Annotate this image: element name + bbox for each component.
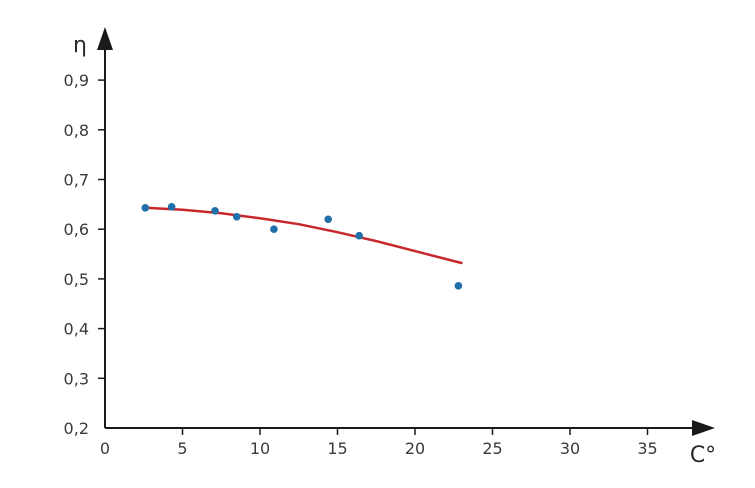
x-axis-label: C° xyxy=(690,443,716,468)
y-tick-label: 0,9 xyxy=(64,71,89,90)
data-point xyxy=(355,231,364,240)
y-tick-label: 0,6 xyxy=(64,220,89,239)
y-axis-arrow xyxy=(97,27,113,50)
y-ticks: 0,2 0,3 0,4 0,5 0,6 0,7 0,8 0,9 xyxy=(64,71,105,438)
x-tick-label: 10 xyxy=(250,439,270,458)
data-point xyxy=(232,212,241,221)
y-tick-label: 0,7 xyxy=(64,171,89,190)
data-point xyxy=(324,215,333,224)
plot-area xyxy=(141,203,463,290)
x-tick-label: 0 xyxy=(100,439,110,458)
data-point xyxy=(270,225,278,233)
data-point xyxy=(141,204,150,212)
y-tick-label: 0,5 xyxy=(64,270,89,289)
x-axis-arrow xyxy=(692,420,715,436)
y-tick-label: 0,4 xyxy=(64,320,89,339)
x-tick-label: 30 xyxy=(560,439,580,458)
data-point xyxy=(211,207,219,215)
x-ticks: 0 5 10 15 20 25 30 35 xyxy=(100,428,658,458)
x-axis: C° 0 5 10 15 20 25 30 35 xyxy=(100,420,716,468)
y-tick-label: 0,2 xyxy=(64,419,89,438)
data-point xyxy=(167,203,176,211)
x-tick-label: 35 xyxy=(637,439,657,458)
trend-line xyxy=(144,206,463,265)
y-tick-label: 0,3 xyxy=(64,369,89,388)
x-tick-label: 25 xyxy=(482,439,502,458)
data-point xyxy=(454,282,463,290)
y-tick-label: 0,8 xyxy=(64,121,89,140)
y-axis-label: η xyxy=(73,33,87,58)
x-tick-label: 15 xyxy=(327,439,347,458)
y-axis: η 0,2 0,3 0,4 0,5 0,6 0,7 0,8 0,9 xyxy=(64,27,113,438)
x-tick-label: 5 xyxy=(177,439,187,458)
x-tick-label: 20 xyxy=(405,439,425,458)
